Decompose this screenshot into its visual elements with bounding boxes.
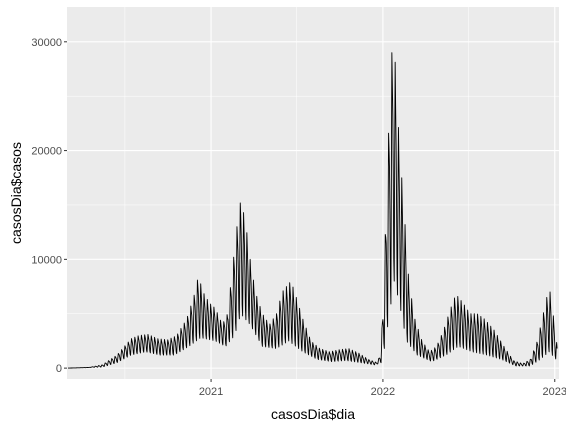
x-axis-title: casosDia$dia <box>271 406 355 422</box>
x-tick-label: 2022 <box>371 386 395 398</box>
y-tick-label: 30000 <box>31 37 62 49</box>
major-gridlines <box>67 7 559 379</box>
y-axis: 0 10000 20000 30000 <box>31 37 67 375</box>
x-tick-label: 2021 <box>199 386 223 398</box>
y-tick-label: 10000 <box>31 254 62 266</box>
y-tick-label: 0 <box>56 363 62 375</box>
x-axis: 2021 2022 2023 <box>199 379 566 398</box>
y-axis-title: casosDia$casos <box>8 142 24 244</box>
series-casos <box>67 52 558 369</box>
series-line <box>67 52 558 369</box>
y-tick-label: 20000 <box>31 146 62 158</box>
minor-gridlines <box>67 7 559 379</box>
panel-background <box>67 7 559 379</box>
x-tick-label: 2023 <box>543 386 566 398</box>
